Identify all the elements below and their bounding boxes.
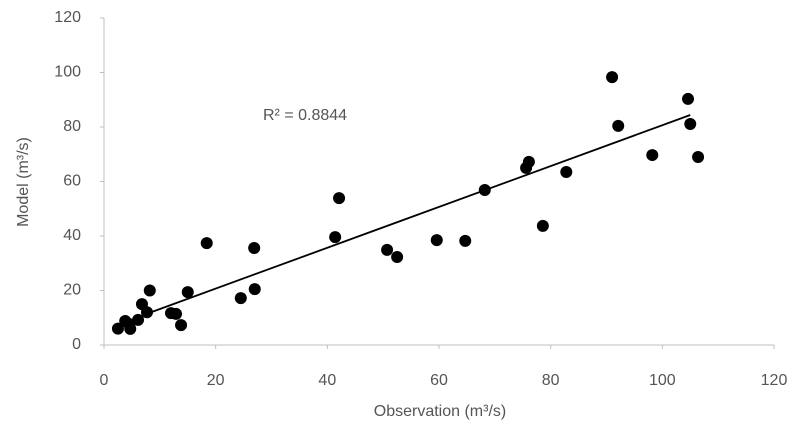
point: [478, 183, 491, 196]
point: [111, 322, 124, 335]
point: [536, 219, 549, 232]
x-tick-label: 20: [207, 372, 225, 389]
point: [606, 71, 619, 84]
point: [560, 165, 573, 178]
point: [391, 250, 404, 263]
x-tick-label: 80: [542, 372, 560, 389]
annotation: R² = 0.8844: [263, 107, 347, 124]
point: [646, 149, 659, 162]
y-tick-label: 20: [63, 282, 81, 299]
point: [143, 284, 156, 297]
point: [123, 318, 136, 331]
point: [181, 286, 194, 299]
y-tick-label: 80: [63, 118, 81, 135]
x-tick-label: 40: [318, 372, 336, 389]
point: [234, 292, 247, 305]
y-axis-label: Model (m³/s): [15, 137, 32, 227]
point: [430, 234, 443, 247]
point: [684, 118, 697, 131]
point: [381, 243, 394, 256]
point: [522, 155, 535, 168]
y-tick-label: 120: [54, 9, 81, 26]
point: [692, 150, 705, 163]
y-tick-label: 0: [72, 336, 81, 353]
x-tick-label: 0: [100, 372, 109, 389]
y-tick-label: 40: [63, 227, 81, 244]
trendline: [148, 114, 691, 314]
x-tick-label: 120: [761, 372, 788, 389]
point: [248, 283, 261, 296]
y-tick-label: 100: [54, 64, 81, 81]
x-axis-label: Observation (m³/s): [374, 403, 506, 420]
point: [329, 231, 342, 244]
point: [132, 313, 145, 326]
point: [459, 234, 472, 247]
point: [200, 237, 213, 250]
x-tick-label: 100: [649, 372, 676, 389]
x-tick-label: 60: [430, 372, 448, 389]
y-tick-label: 60: [63, 173, 81, 190]
point: [612, 119, 625, 132]
point: [140, 306, 153, 319]
point: [333, 192, 346, 205]
point: [682, 92, 695, 105]
point: [248, 241, 261, 254]
point: [175, 319, 188, 332]
point: [170, 307, 183, 320]
